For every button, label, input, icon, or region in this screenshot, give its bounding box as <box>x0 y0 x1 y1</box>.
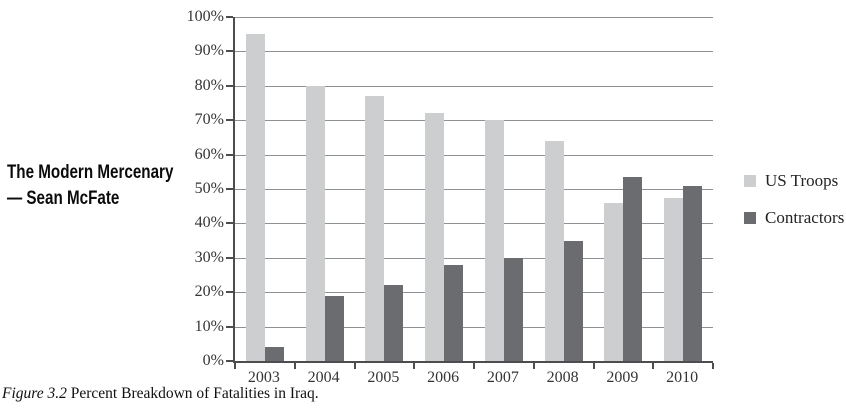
y-tick-30 <box>226 256 233 259</box>
y-tick-label-70: 70% <box>194 111 224 129</box>
bar-contractors-2003 <box>264 347 284 361</box>
x-axis-label-2005: 2005 <box>367 369 400 386</box>
x-tick-6 <box>592 363 595 369</box>
gridline-30 <box>235 257 713 259</box>
gridline-100 <box>235 17 713 18</box>
gridline-40 <box>235 223 713 225</box>
book-title-line2: — Sean McFate <box>7 188 120 209</box>
y-tick-40 <box>226 222 233 225</box>
y-tick-10 <box>226 325 233 328</box>
y-tick-label-20: 20% <box>194 283 224 301</box>
bar-contractors-2010 <box>683 185 703 361</box>
y-axis-labels: 0% 10% 20% 30% 40% 50% 60% 70% 80% 90% 100% <box>160 8 224 369</box>
book-title: The Modern Mercenary — Sean McFate <box>7 160 173 212</box>
bar-us-troops-2009 <box>604 202 624 361</box>
y-tick-label-100: 100% <box>186 8 224 25</box>
figure-caption-label: Figure 3.2 <box>2 385 67 402</box>
gridline-50 <box>235 189 713 190</box>
bar-us-troops-2003 <box>245 34 265 361</box>
bar-us-troops-2008 <box>544 140 564 361</box>
figure-caption: Figure 3.2 Percent Breakdown of Fataliti… <box>2 385 319 403</box>
x-axis-label-2004: 2004 <box>307 369 340 386</box>
y-tick-100 <box>226 16 233 18</box>
gridline-20 <box>235 292 713 294</box>
bar-us-troops-2007 <box>484 120 504 361</box>
x-tick-1 <box>293 363 296 369</box>
y-tick-60 <box>226 153 233 156</box>
bar-contractors-2005 <box>384 285 404 361</box>
y-tick-90 <box>226 50 233 53</box>
y-tick-0 <box>226 360 233 362</box>
bar-us-troops-2004 <box>305 85 325 361</box>
y-tick-label-80: 80% <box>194 76 224 94</box>
gridline-90 <box>235 51 713 53</box>
x-tick-4 <box>473 363 475 369</box>
legend-item-us-troops: US Troops <box>744 171 844 191</box>
y-tick-label-30: 30% <box>194 248 224 266</box>
x-tick-7 <box>652 363 655 369</box>
bar-contractors-2008 <box>563 240 583 361</box>
gridline-60 <box>235 154 713 156</box>
x-axis-label-2009: 2009 <box>606 369 639 386</box>
y-tick-label-10: 10% <box>194 317 224 335</box>
x-axis-label-2010: 2010 <box>666 369 699 386</box>
y-tick-label-40: 40% <box>194 214 224 232</box>
x-axis-label-2006: 2006 <box>427 369 460 386</box>
x-tick-5 <box>532 363 535 369</box>
y-tick-label-90: 90% <box>194 42 224 60</box>
y-tick-label-60: 60% <box>194 145 224 163</box>
bar-us-troops-2005 <box>365 96 385 361</box>
bar-contractors-2007 <box>503 257 523 361</box>
bar-contractors-2006 <box>444 264 464 361</box>
x-axis-label-2008: 2008 <box>546 369 579 386</box>
legend-swatch-us-troops <box>744 175 756 187</box>
x-tick-8 <box>712 363 714 369</box>
legend-label-us-troops: US Troops <box>765 171 839 190</box>
legend-label-contractors: Contractors <box>765 208 845 227</box>
y-tick-20 <box>226 291 233 294</box>
x-tick-2 <box>353 363 356 369</box>
bar-us-troops-2010 <box>664 197 684 361</box>
gridline-10 <box>235 326 713 328</box>
legend-swatch-contractors <box>744 212 756 224</box>
bar-us-troops-2006 <box>425 113 445 361</box>
y-tick-label-0: 0% <box>202 352 224 369</box>
y-tick-80 <box>226 84 233 87</box>
x-axis-labels: 2003 2004 2005 2006 2007 2008 2009 2010 <box>234 369 712 391</box>
legend-item-contractors: Contractors <box>744 208 844 228</box>
figure-caption-text: Percent Breakdown of Fatalities in Iraq. <box>66 385 319 402</box>
x-tick-3 <box>413 363 416 369</box>
x-axis-label-2007: 2007 <box>486 369 519 386</box>
y-tick-label-50: 50% <box>194 180 224 197</box>
y-tick-70 <box>226 119 233 122</box>
plot-area <box>226 16 714 369</box>
gridline-80 <box>235 85 713 87</box>
gridline-70 <box>235 120 713 122</box>
book-title-line1: The Modern Mercenary <box>7 162 174 183</box>
x-axis-label-2003: 2003 <box>247 369 280 386</box>
bar-contractors-2004 <box>324 295 344 361</box>
legend: US Troops Contractors <box>744 171 844 245</box>
y-tick-50 <box>226 188 233 190</box>
bar-contractors-2009 <box>623 176 643 361</box>
x-tick-0 <box>234 363 236 369</box>
